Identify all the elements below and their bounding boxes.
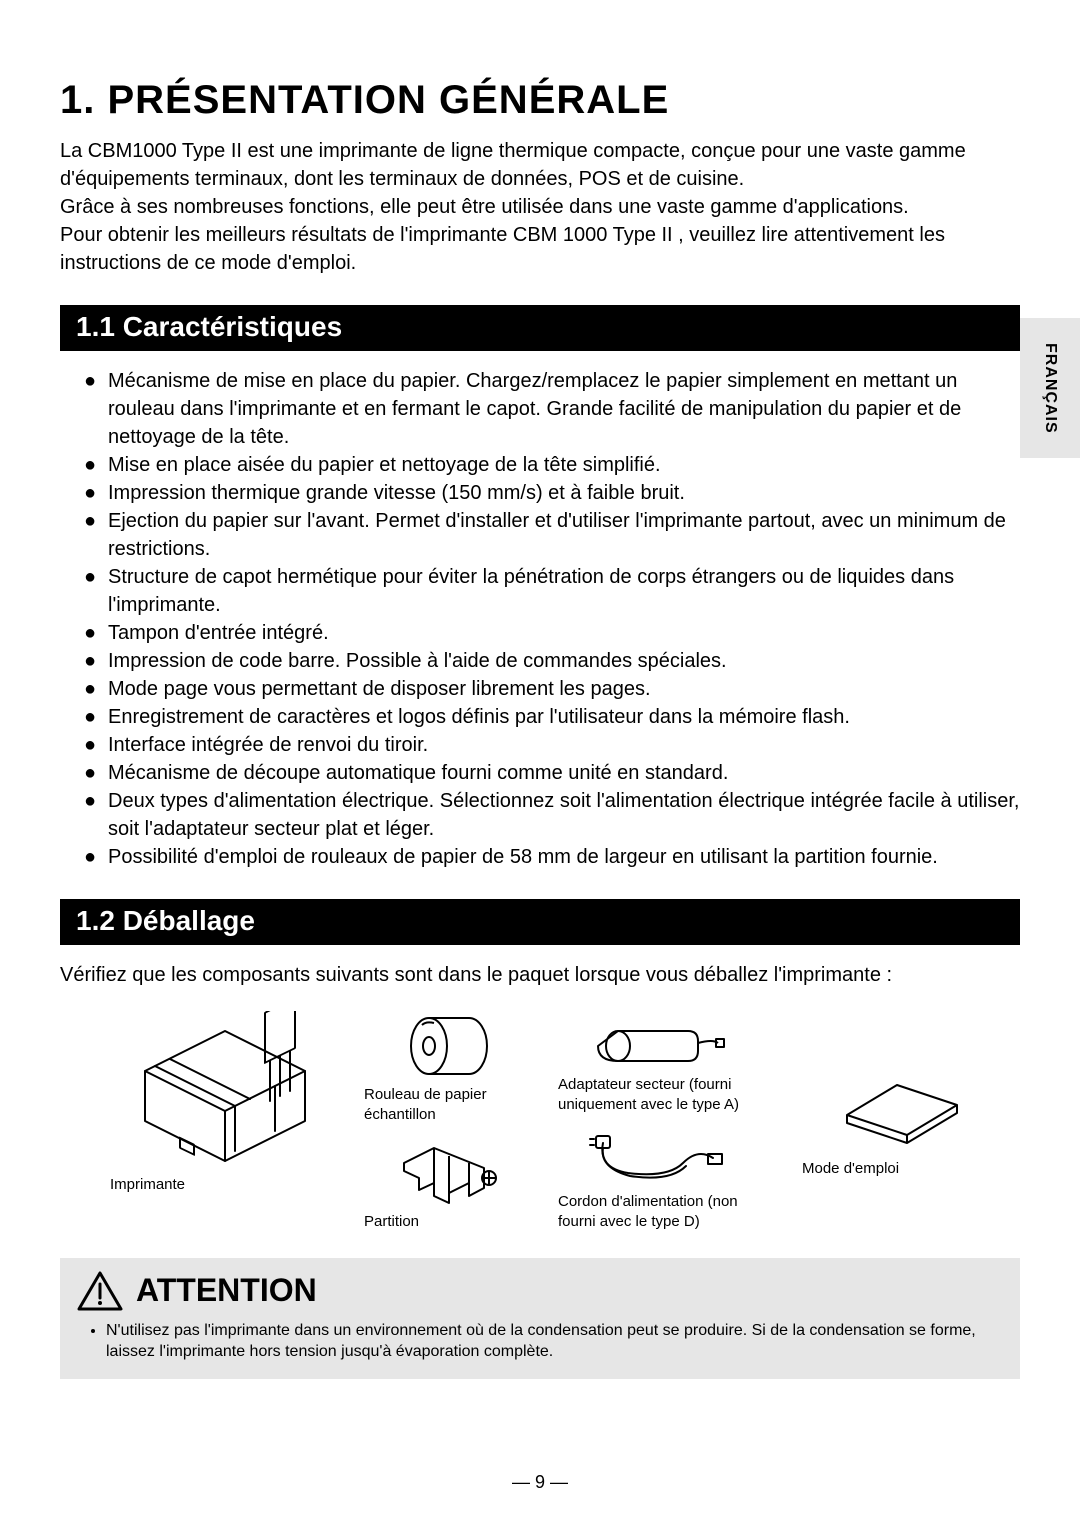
section-2-heading: 1.2 Déballage	[60, 899, 1020, 945]
attention-title: ATTENTION	[136, 1272, 317, 1309]
component-paper-roll: Rouleau de papier échantillon	[364, 1011, 534, 1124]
paper-roll-label: Rouleau de papier échantillon	[364, 1085, 534, 1124]
printer-label: Imprimante	[110, 1175, 340, 1195]
warning-icon	[76, 1270, 124, 1312]
components-grid: Imprimante Rouleau de papier échantillon	[60, 1011, 1020, 1232]
feature-item: Mécanisme de découpe automatique fourni …	[84, 759, 1020, 787]
component-power-cord: Cordon d'alimentation (non fourni avec l…	[558, 1128, 758, 1231]
manual-page: FRANÇAIS 1. PRÉSENTATION GÉNÉRALE La CBM…	[0, 0, 1080, 1529]
feature-item: Ejection du papier sur l'avant. Permet d…	[84, 507, 1020, 563]
component-ac-adapter: Adaptateur secteur (fourni uniquement av…	[558, 1011, 758, 1114]
attention-item: N'utilisez pas l'imprimante dans un envi…	[106, 1320, 1004, 1363]
partition-icon	[364, 1138, 534, 1208]
component-column-b: Rouleau de papier échantillon	[364, 1011, 534, 1232]
power-cord-icon	[558, 1128, 758, 1188]
component-manual: Mode d'emploi	[802, 1011, 1002, 1232]
ac-adapter-icon	[558, 1011, 758, 1071]
feature-item: Deux types d'alimentation électrique. Sé…	[84, 787, 1020, 843]
component-column-c: Adaptateur secteur (fourni uniquement av…	[558, 1011, 758, 1232]
feature-item: Impression de code barre. Possible à l'a…	[84, 647, 1020, 675]
power-cord-label: Cordon d'alimentation (non fourni avec l…	[558, 1192, 758, 1231]
ac-adapter-label: Adaptateur secteur (fourni uniquement av…	[558, 1075, 758, 1114]
attention-list: N'utilisez pas l'imprimante dans un envi…	[76, 1320, 1004, 1363]
attention-header: ATTENTION	[76, 1270, 1004, 1312]
component-partition: Partition	[364, 1138, 534, 1232]
paper-roll-icon	[364, 1011, 534, 1081]
language-tab-label: FRANÇAIS	[1041, 343, 1059, 434]
manual-icon	[802, 1065, 1002, 1155]
component-printer: Imprimante	[110, 1011, 340, 1232]
partition-label: Partition	[364, 1212, 534, 1232]
feature-item: Mode page vous permettant de disposer li…	[84, 675, 1020, 703]
features-list: Mécanisme de mise en place du papier. Ch…	[60, 367, 1020, 871]
printer-icon	[110, 1011, 340, 1171]
feature-item: Interface intégrée de renvoi du tiroir.	[84, 731, 1020, 759]
feature-item: Mécanisme de mise en place du papier. Ch…	[84, 367, 1020, 451]
section-1-heading: 1.1 Caractéristiques	[60, 305, 1020, 351]
page-number: — 9 —	[0, 1472, 1080, 1493]
feature-item: Impression thermique grande vitesse (150…	[84, 479, 1020, 507]
manual-label: Mode d'emploi	[802, 1159, 1002, 1179]
feature-item: Possibilité d'emploi de rouleaux de papi…	[84, 843, 1020, 871]
intro-paragraph: La CBM1000 Type II est une imprimante de…	[60, 137, 1000, 277]
chapter-title: 1. PRÉSENTATION GÉNÉRALE	[60, 78, 1020, 123]
feature-item: Structure de capot hermétique pour évite…	[84, 563, 1020, 619]
unpack-instruction: Vérifiez que les composants suivants son…	[60, 961, 1020, 989]
attention-box: ATTENTION N'utilisez pas l'imprimante da…	[60, 1258, 1020, 1379]
feature-item: Tampon d'entrée intégré.	[84, 619, 1020, 647]
feature-item: Mise en place aisée du papier et nettoya…	[84, 451, 1020, 479]
language-tab: FRANÇAIS	[1020, 318, 1080, 458]
feature-item: Enregistrement de caractères et logos dé…	[84, 703, 1020, 731]
